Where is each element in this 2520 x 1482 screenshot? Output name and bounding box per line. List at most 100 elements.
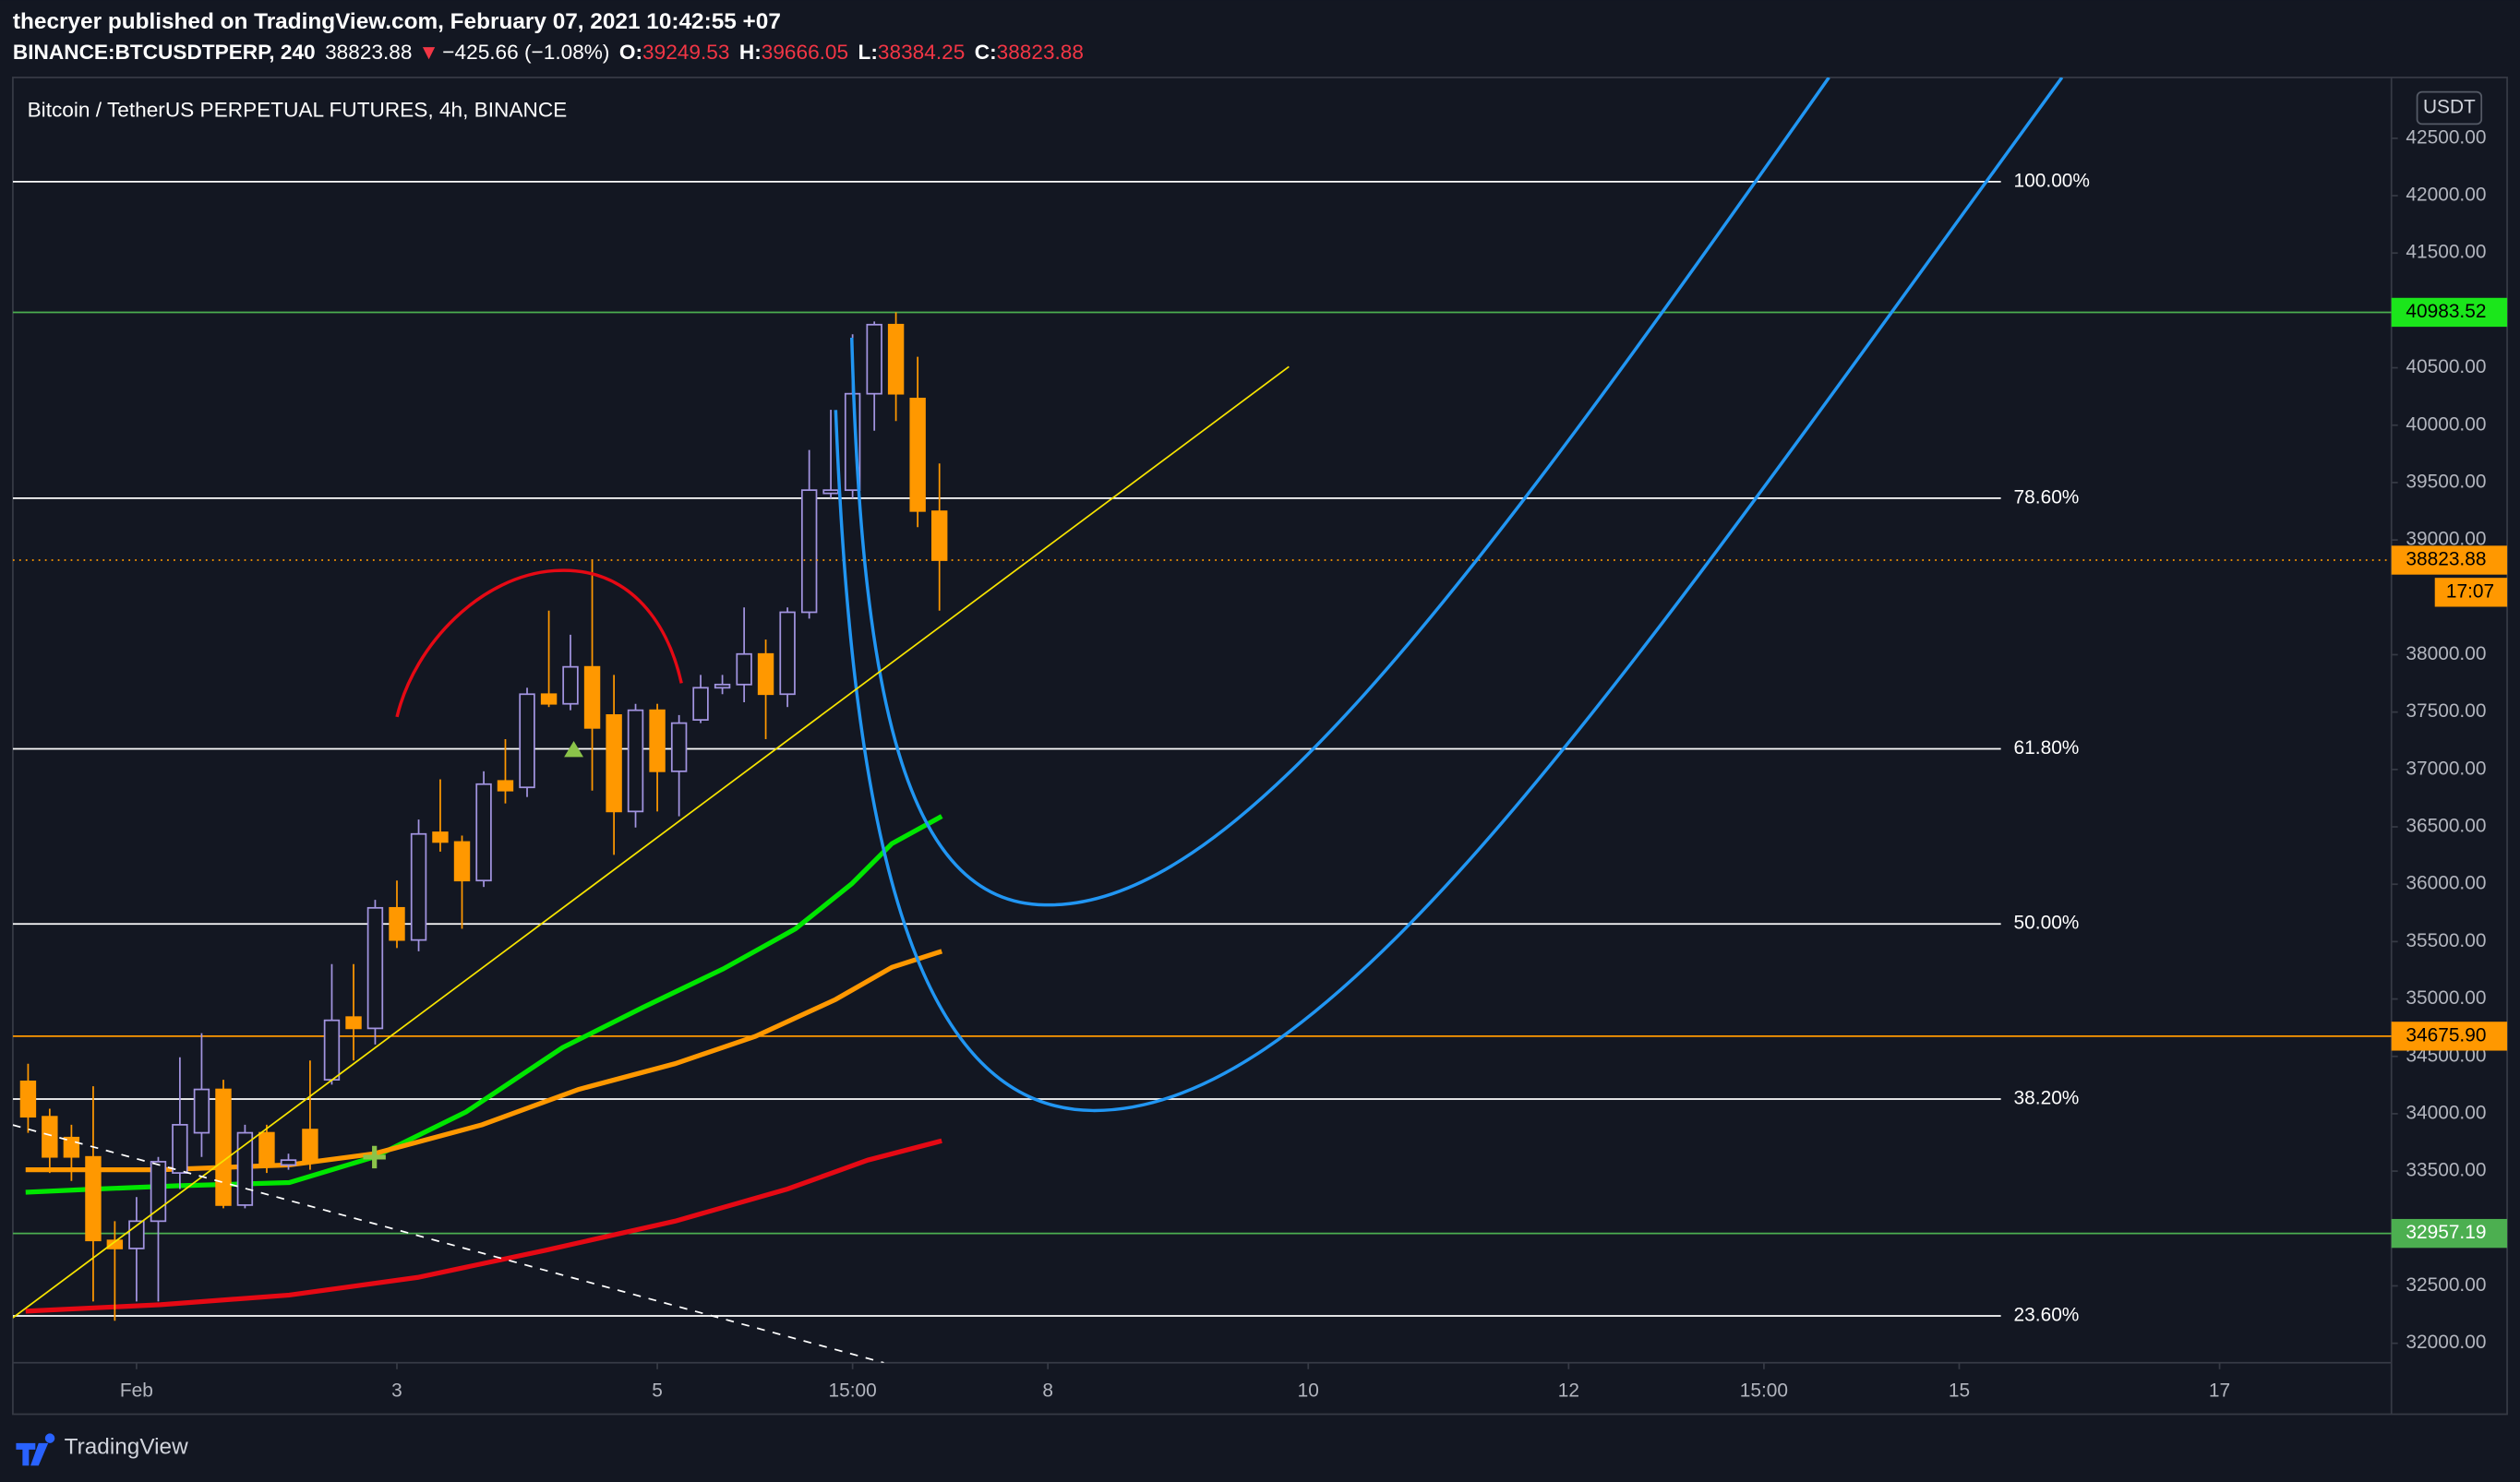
footer: TradingView xyxy=(16,1433,188,1466)
price-tag-label: 40983.52 xyxy=(2406,301,2486,322)
brand: TradingView xyxy=(65,1435,188,1460)
candle-body xyxy=(692,687,709,721)
price-tag xyxy=(2391,1022,2508,1051)
y-tick-label: 40000.00 xyxy=(2406,413,2486,435)
symbol: BINANCE:BTCUSDTPERP, 240 xyxy=(13,41,316,64)
candle-body xyxy=(193,1088,210,1134)
ohlc-key: H: xyxy=(739,41,762,64)
x-tick-label: Feb xyxy=(120,1380,153,1402)
x-tick-label: 15:00 xyxy=(829,1380,877,1402)
ohlc-value: 38823.88 xyxy=(997,41,1084,64)
candle-body xyxy=(63,1136,80,1158)
cross-marker xyxy=(363,1145,386,1169)
y-tick-label: 37000.00 xyxy=(2406,758,2486,779)
countdown: 17:07 xyxy=(2446,580,2494,602)
ohlc-key: C: xyxy=(975,41,997,64)
y-tick-label: 33500.00 xyxy=(2406,1160,2486,1181)
trend-line xyxy=(12,1124,884,1363)
x-tick-label: 5 xyxy=(652,1380,663,1402)
candle-body xyxy=(85,1155,102,1242)
y-tick-label: 32000.00 xyxy=(2406,1332,2486,1353)
y-tick-label: 35000.00 xyxy=(2406,987,2486,1009)
fib-label: 23.60% xyxy=(2014,1305,2080,1326)
currency-box xyxy=(2416,90,2483,125)
arc-drawing xyxy=(834,77,2064,1113)
y-tick-label: 41500.00 xyxy=(2406,242,2486,263)
candle-body xyxy=(389,906,405,941)
x-tick-label: 17 xyxy=(2209,1380,2230,1402)
candle-body xyxy=(627,709,644,813)
trend-line xyxy=(12,365,1290,1319)
ohlc-value: 39666.05 xyxy=(762,41,848,64)
signal-triangle xyxy=(564,741,584,758)
ohlc-key: L: xyxy=(858,41,878,64)
candle-body xyxy=(930,510,948,561)
arrow: ▼ xyxy=(418,41,438,64)
ohlc-value: 38384.25 xyxy=(878,41,965,64)
x-tick-label: 12 xyxy=(1558,1380,1579,1402)
moving-average xyxy=(25,1138,942,1314)
candle-body xyxy=(887,323,905,395)
fib-label: 100.00% xyxy=(2014,170,2090,191)
price-tag-label: 32957.19 xyxy=(2406,1222,2486,1243)
candle-body xyxy=(453,841,471,882)
drawings xyxy=(12,77,2064,1363)
last-price-tag xyxy=(2391,545,2508,575)
arc-drawing xyxy=(395,568,683,718)
ohlc-value: 39249.53 xyxy=(642,41,729,64)
x-tick-label: 8 xyxy=(1042,1380,1053,1402)
candle-body xyxy=(302,1129,318,1162)
logo xyxy=(16,1433,55,1466)
plot xyxy=(12,180,2392,1321)
candle-body xyxy=(215,1088,232,1206)
published-line: thecryer published on TradingView.com, F… xyxy=(13,9,781,34)
candle-body xyxy=(323,1019,341,1081)
last: 38823.88 xyxy=(325,41,412,64)
candle-body xyxy=(19,1080,37,1118)
candle-body xyxy=(42,1116,58,1158)
candle-body xyxy=(714,683,731,689)
candle-body xyxy=(432,831,449,843)
y-tick-label: 37500.00 xyxy=(2406,700,2486,722)
price-tag-label: 34675.90 xyxy=(2406,1024,2486,1046)
y-tick-label: 38000.00 xyxy=(2406,643,2486,664)
y-tick-label: 36500.00 xyxy=(2406,816,2486,837)
x-tick-label: 3 xyxy=(391,1380,402,1402)
x-tick-label: 10 xyxy=(1298,1380,1319,1402)
y-tick-label: 40500.00 xyxy=(2406,356,2486,377)
y-tick-label: 36000.00 xyxy=(2406,873,2486,894)
candle-body xyxy=(736,652,752,686)
y-tick-label: 39000.00 xyxy=(2406,529,2486,550)
chart-frame xyxy=(12,77,2508,1416)
x-tick-label: 15:00 xyxy=(1740,1380,1788,1402)
fib-label: 38.20% xyxy=(2014,1088,2080,1109)
candle-body xyxy=(172,1123,188,1174)
candle-body xyxy=(366,906,384,1030)
candle-body xyxy=(583,665,601,729)
x-tick-label: 15 xyxy=(1949,1380,1970,1402)
countdown-tag xyxy=(2434,578,2508,607)
candle-body xyxy=(800,489,818,614)
fib-label: 61.80% xyxy=(2014,737,2080,759)
candle-body xyxy=(757,652,774,696)
y-tick-label: 32500.00 xyxy=(2406,1274,2486,1296)
candle-body xyxy=(345,1016,362,1030)
chart-title: Bitcoin / TetherUS PERPETUAL FUTURES, 4h… xyxy=(28,98,568,121)
y-tick-label: 42000.00 xyxy=(2406,185,2486,206)
symbol-line: BINANCE:BTCUSDTPERP, 240 38823.88 ▼ −425.66… xyxy=(13,41,1084,64)
candle-body xyxy=(866,323,882,395)
candle-body xyxy=(649,709,666,772)
candle-body xyxy=(606,714,622,813)
axes: 32000.0032500.0033500.0034000.0034500.00… xyxy=(120,126,2508,1402)
fib-label: 50.00% xyxy=(2014,913,2080,934)
price-tag xyxy=(2391,297,2508,328)
candle-body xyxy=(670,722,688,772)
y-tick-label: 39500.00 xyxy=(2406,471,2486,492)
y-tick-label: 35500.00 xyxy=(2406,930,2486,951)
candle-body xyxy=(540,693,558,705)
fib-label: 78.60% xyxy=(2014,486,2080,508)
currency: USDT xyxy=(2423,97,2476,118)
